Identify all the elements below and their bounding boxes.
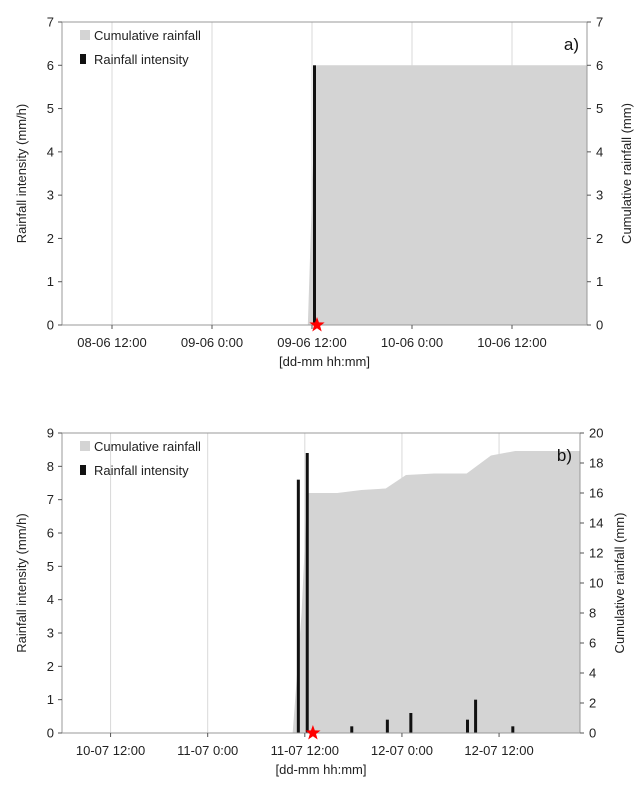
y-tick-label: 5 <box>47 101 54 116</box>
y-tick-label: 5 <box>47 559 54 574</box>
legend-swatch-cumulative <box>80 441 90 451</box>
legend-swatch-intensity <box>80 465 86 475</box>
y2-tick-label: 1 <box>596 274 603 289</box>
y-tick-label: 6 <box>47 526 54 541</box>
legend-swatch-intensity <box>80 54 86 64</box>
y2-tick-label: 6 <box>596 58 603 73</box>
panel-a-plot-area <box>62 65 587 325</box>
y-tick-label: 0 <box>47 318 54 333</box>
y2-tick-label: 4 <box>596 144 603 159</box>
x-tick-label: 12-07 0:00 <box>371 743 433 758</box>
x-tick-label: 10-06 0:00 <box>381 335 443 350</box>
y2-tick-label: 12 <box>589 546 603 561</box>
y2-tick-label: 6 <box>589 636 596 651</box>
intensity-bar <box>409 713 413 733</box>
intensity-bar <box>350 726 354 733</box>
y2-tick-label: 7 <box>596 15 603 30</box>
panel-b-y2-ticks: 0 2 4 6 8 10 12 14 16 18 20 <box>580 426 603 741</box>
y2-tick-label: 14 <box>589 516 603 531</box>
y2-tick-label: 0 <box>589 726 596 741</box>
panel-b-bars <box>296 453 515 733</box>
x-tick-label: 11-07 0:00 <box>177 743 238 758</box>
legend-label-intensity: Rainfall intensity <box>94 52 189 67</box>
y2-tick-label: 8 <box>589 606 596 621</box>
cumulative-rainfall-area <box>62 65 587 325</box>
y2-tick-label: 2 <box>596 231 603 246</box>
y2-tick-label: 20 <box>589 426 603 441</box>
legend-label-cumulative: Cumulative rainfall <box>94 439 201 454</box>
y-tick-label: 4 <box>47 144 54 159</box>
panel-b-label: b) <box>557 446 572 465</box>
y-tick-label: 3 <box>47 626 54 641</box>
panel-a-x-axis-label: [dd-mm hh:mm] <box>279 354 370 369</box>
panel-a-legend: Cumulative rainfall Rainfall intensity <box>80 28 201 67</box>
intensity-bar <box>296 479 300 733</box>
panel-a-marker <box>309 317 325 332</box>
legend-swatch-cumulative <box>80 30 90 40</box>
y2-tick-label: 3 <box>596 188 603 203</box>
panel-b-y2-axis-label: Cumulative rainfall (mm) <box>612 513 627 654</box>
y2-tick-label: 10 <box>589 576 603 591</box>
x-tick-label: 08-06 12:00 <box>77 335 146 350</box>
panel-a-bars <box>313 65 316 325</box>
y-tick-label: 1 <box>47 692 54 707</box>
y-tick-label: 9 <box>47 426 54 441</box>
y-tick-label: 0 <box>47 726 54 741</box>
panel-a-plot-frame <box>61 21 588 326</box>
x-tick-label: 10-06 12:00 <box>477 335 546 350</box>
y-tick-label: 1 <box>47 274 54 289</box>
y-tick-label: 4 <box>47 592 54 607</box>
panel-a-y-axis-label: Rainfall intensity (mm/h) <box>14 104 29 243</box>
y-tick-label: 8 <box>47 459 54 474</box>
y2-tick-label: 16 <box>589 486 603 501</box>
intensity-bar <box>313 65 316 325</box>
y-tick-label: 2 <box>47 231 54 246</box>
legend-label-cumulative: Cumulative rainfall <box>94 28 201 43</box>
panel-a-y2-axis-label: Cumulative rainfall (mm) <box>619 103 634 244</box>
panel-a-y2-ticks: 0 1 2 3 4 5 6 7 <box>587 15 603 333</box>
panel-b-x-axis-label: [dd-mm hh:mm] <box>275 762 366 777</box>
star-marker <box>305 725 321 740</box>
panel-b-plot-area <box>62 451 580 733</box>
intensity-bar <box>511 726 515 733</box>
y2-tick-label: 4 <box>589 666 596 681</box>
y-tick-label: 6 <box>47 58 54 73</box>
y2-tick-label: 5 <box>596 101 603 116</box>
panel-b-legend: Cumulative rainfall Rainfall intensity <box>80 439 201 478</box>
panel-a-y-ticks: 0 1 2 3 4 5 6 7 <box>47 15 62 333</box>
intensity-bar <box>474 699 478 733</box>
panel-a-x-ticks: 08-06 12:00 09-06 0:00 09-06 12:00 10-06 0:… <box>77 325 547 350</box>
panel-b-y-ticks: 0 1 2 3 4 5 6 7 8 9 <box>47 426 62 741</box>
intensity-bar <box>305 453 309 733</box>
y2-tick-label: 0 <box>596 318 603 333</box>
y2-tick-label: 2 <box>589 696 596 711</box>
y-tick-label: 2 <box>47 659 54 674</box>
panel-b-marker <box>305 725 321 740</box>
star-marker <box>309 317 325 332</box>
x-tick-label: 09-06 12:00 <box>277 335 346 350</box>
x-tick-label: 10-07 12:00 <box>76 743 145 758</box>
x-tick-label: 11-07 12:00 <box>271 743 339 758</box>
legend-label-intensity: Rainfall intensity <box>94 463 189 478</box>
intensity-bar <box>385 719 389 733</box>
y-tick-label: 7 <box>47 492 54 507</box>
x-tick-label: 12-07 12:00 <box>464 743 533 758</box>
intensity-bar <box>466 719 469 733</box>
panel-b-x-ticks: 10-07 12:00 11-07 0:00 11-07 12:00 12-07 0:… <box>76 733 534 758</box>
panel-a-label: a) <box>564 35 579 54</box>
x-tick-label: 09-06 0:00 <box>181 335 243 350</box>
y-tick-label: 7 <box>47 15 54 30</box>
cumulative-rainfall-area <box>62 451 580 733</box>
y2-tick-label: 18 <box>589 456 603 471</box>
panel-b-y-axis-label: Rainfall intensity (mm/h) <box>14 513 29 652</box>
y-tick-label: 3 <box>47 188 54 203</box>
